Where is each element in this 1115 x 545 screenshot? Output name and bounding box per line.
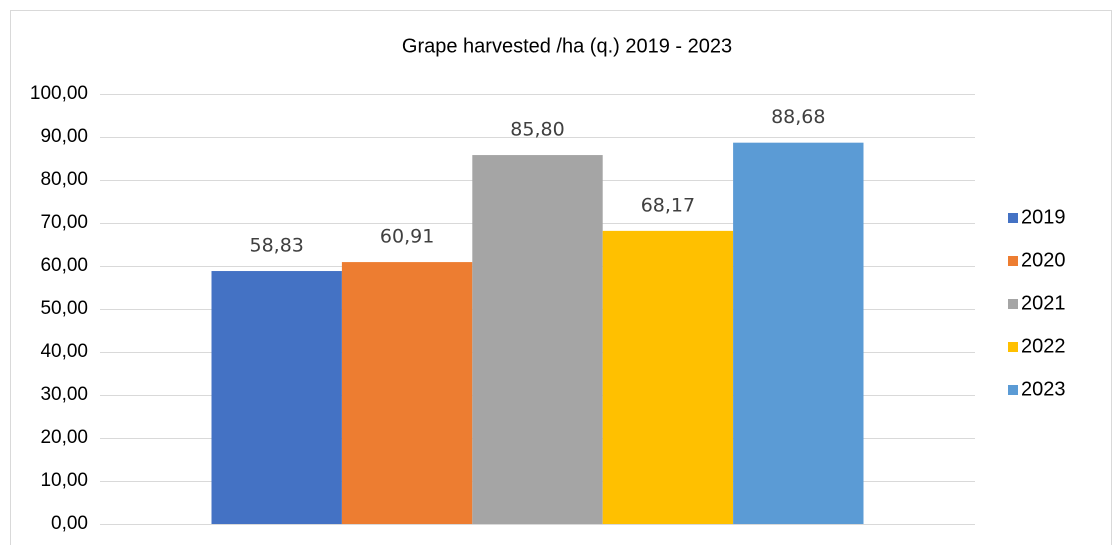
y-tick-label: 40,00 [40, 341, 88, 362]
data-label: 60,91 [380, 226, 434, 248]
legend-label: 2020 [1021, 249, 1066, 271]
y-tick-label: 10,00 [40, 470, 88, 491]
y-tick-label: 30,00 [40, 384, 88, 405]
y-tick-label: 100,00 [30, 83, 88, 104]
y-tick-label: 90,00 [40, 126, 88, 147]
bar [472, 155, 603, 524]
legend-swatch [1008, 256, 1018, 266]
bar [733, 142, 864, 524]
data-label: 58,83 [249, 235, 303, 257]
y-tick-label: 0,00 [51, 513, 88, 534]
data-label: 68,17 [641, 194, 695, 216]
data-label: 88,68 [771, 106, 825, 128]
legend-swatch [1008, 385, 1018, 395]
legend-swatch [1008, 299, 1018, 309]
chart-title: Grape harvested /ha (q.) 2019 - 2023 [402, 35, 732, 57]
chart-border [10, 10, 1112, 545]
bar [602, 230, 734, 524]
y-tick-label: 60,00 [40, 255, 88, 276]
bar [341, 262, 473, 524]
legend-label: 2019 [1021, 206, 1066, 228]
y-tick-label: 70,00 [40, 212, 88, 233]
y-tick-label: 20,00 [40, 427, 88, 448]
y-tick-label: 80,00 [40, 169, 88, 190]
bar [211, 271, 342, 524]
legend-label: 2021 [1021, 292, 1066, 314]
legend-label: 2022 [1021, 335, 1066, 357]
y-tick-label: 50,00 [40, 298, 88, 319]
legend-swatch [1008, 342, 1018, 352]
legend-swatch [1008, 213, 1018, 223]
data-label: 85,80 [510, 119, 564, 141]
legend-label: 2023 [1021, 378, 1066, 400]
